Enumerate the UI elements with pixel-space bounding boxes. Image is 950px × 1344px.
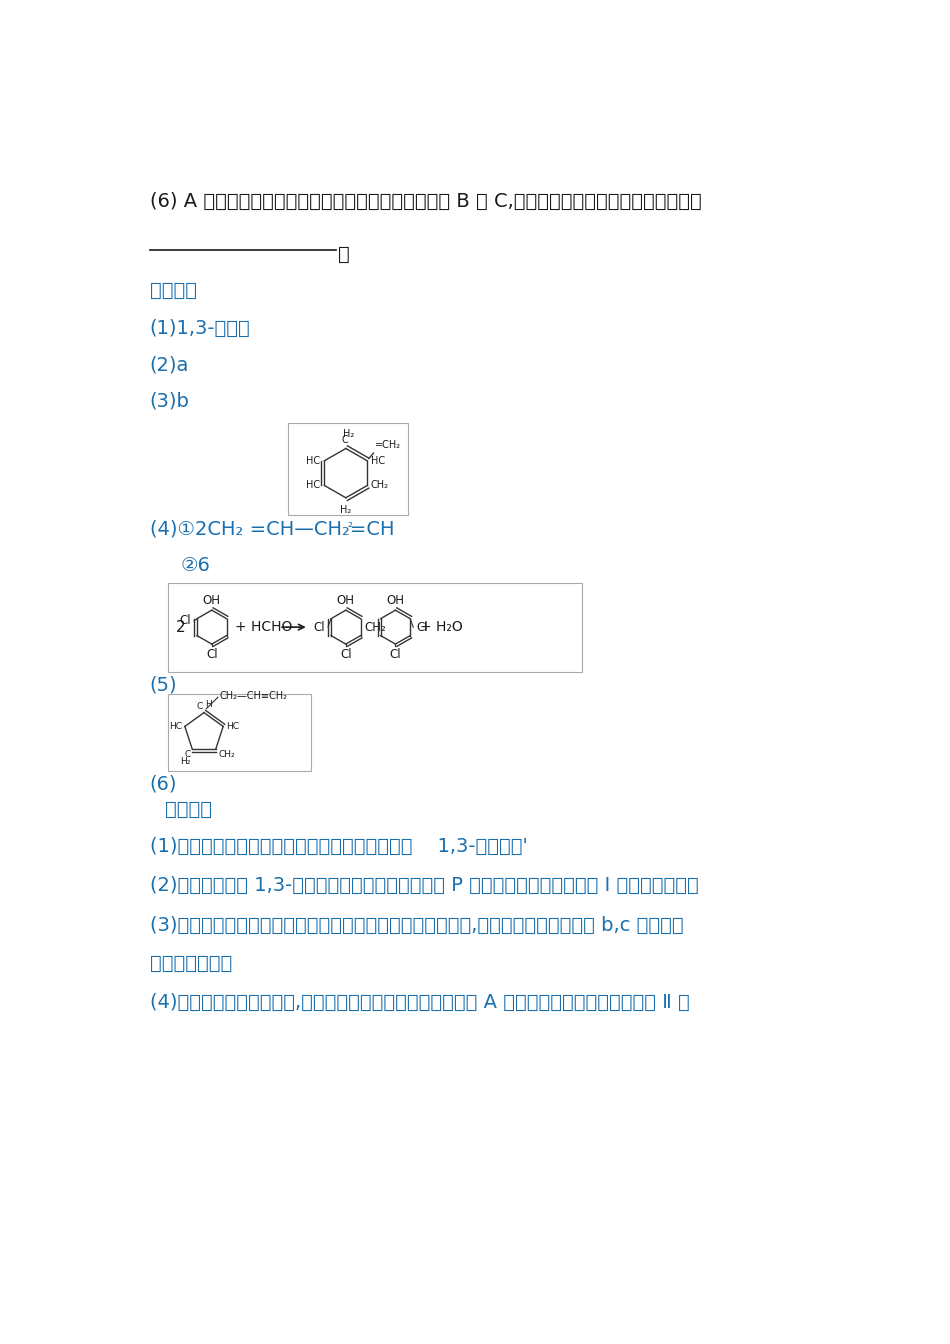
Text: 。: 。 (338, 245, 350, 263)
Text: OH: OH (202, 594, 220, 607)
Text: =CH₂: =CH₂ (375, 439, 401, 450)
Bar (288, 423, 408, 516)
Text: 胶得聚合方式。: 胶得聚合方式。 (150, 954, 232, 973)
Text: Cl: Cl (340, 648, 352, 661)
Text: Cl: Cl (180, 614, 191, 628)
Text: (2)a: (2)a (150, 355, 189, 375)
Text: H₂: H₂ (343, 429, 353, 439)
Text: CH₂: CH₂ (370, 480, 389, 491)
Text: 2: 2 (176, 620, 185, 634)
Bar (167, 694, 311, 771)
Text: C: C (197, 702, 203, 711)
Text: Cl: Cl (314, 621, 325, 633)
Text: 【解析】: 【解析】 (165, 801, 212, 820)
Text: (2)依据反应物为 1,3-丁二烯与生成物为顺式聚合物 P 两者相互比照可得到反应 Ⅰ 就是加聚反应；: (2)依据反应物为 1,3-丁二烯与生成物为顺式聚合物 P 两者相互比照可得到反… (150, 876, 698, 895)
Text: OH: OH (387, 594, 405, 607)
Text: (3)依据课本提示得顺式构造就是一样得原子居于同侧得学问,可得正确得构造式应为 b,c 不就是橡: (3)依据课本提示得顺式构造就是一样得原子居于同侧得学问,可得正确得构造式应为 … (150, 915, 683, 935)
Text: C: C (184, 750, 191, 759)
Text: (4)依据题目给定学问信息,尤其就是反应条件与反应后得到得 A 物质得相对分子质量推想反应 Ⅱ 应: (4)依据题目给定学问信息,尤其就是反应条件与反应后得到得 A 物质得相对分子质… (150, 993, 690, 1012)
Text: Cl: Cl (206, 648, 218, 661)
Text: (6): (6) (150, 775, 178, 794)
Text: H: H (205, 700, 212, 708)
Bar (167, 583, 582, 672)
Text: 【答案】: 【答案】 (150, 281, 197, 300)
Text: (3)b: (3)b (150, 391, 190, 410)
Text: (6) A 得某些同分异构体在一样得反应条件下也能生成 B 与 C,写出其中一种同分异构体得构造简式: (6) A 得某些同分异构体在一样得反应条件下也能生成 B 与 C,写出其中一种… (150, 192, 701, 211)
Text: H₂: H₂ (340, 505, 352, 516)
Text: ₂: ₂ (348, 517, 352, 530)
Text: (4)①2CH₂ =CH—CH₂=CH: (4)①2CH₂ =CH—CH₂=CH (150, 519, 394, 539)
Text: HC: HC (306, 480, 320, 491)
Text: (1)1,3-丁二烯: (1)1,3-丁二烯 (150, 319, 251, 339)
Text: (5): (5) (150, 676, 178, 695)
Text: CH₂—CH≡CH₂: CH₂—CH≡CH₂ (219, 691, 288, 700)
Text: Cl: Cl (390, 648, 401, 661)
Text: + H₂O: + H₂O (420, 620, 463, 634)
Text: OH: OH (337, 594, 355, 607)
Text: + HCHO: + HCHO (235, 620, 293, 634)
Text: CH₂: CH₂ (218, 750, 235, 759)
Text: HC: HC (371, 456, 386, 466)
Text: (1)依据系统命名法可直接得到该物质得名称就是    1,3-丁二烯；': (1)依据系统命名法可直接得到该物质得名称就是 1,3-丁二烯；' (150, 837, 527, 856)
Text: H₂: H₂ (180, 757, 191, 766)
Text: ②6: ②6 (180, 556, 211, 575)
Text: CH₂: CH₂ (365, 621, 386, 633)
Text: HC: HC (226, 722, 239, 731)
Text: C: C (342, 434, 349, 445)
Text: Cl: Cl (416, 621, 428, 633)
Text: HC: HC (169, 722, 181, 731)
Text: HC: HC (306, 456, 320, 466)
